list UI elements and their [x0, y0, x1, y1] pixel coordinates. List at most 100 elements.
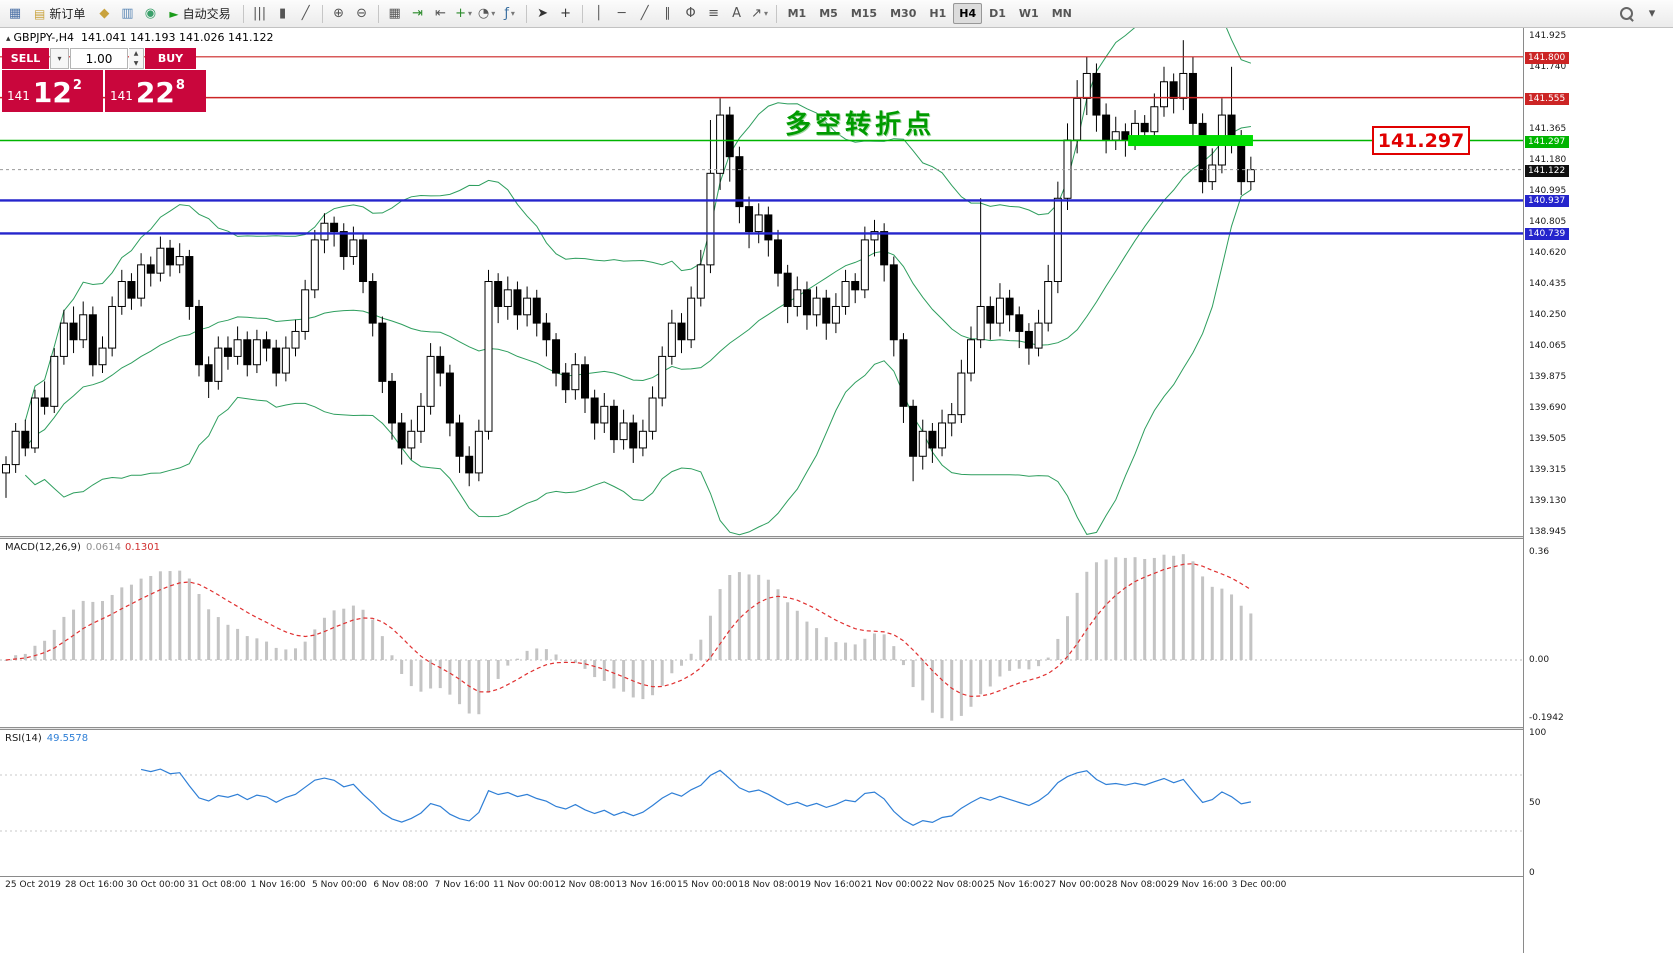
- sell-button[interactable]: SELL: [2, 48, 49, 69]
- candlestick-chart-icon[interactable]: ▮: [279, 6, 287, 21]
- price-tick: 139.875: [1529, 372, 1567, 383]
- strategy-tester-icon[interactable]: ◉: [144, 6, 157, 21]
- symbol-chart-icon: ▴: [6, 34, 11, 44]
- timeframe-w1-button[interactable]: W1: [1018, 7, 1039, 20]
- new-chart-icon[interactable]: + ▾: [455, 6, 473, 21]
- sell-price-prefix: 141: [7, 89, 30, 103]
- horizontal-line-icon[interactable]: ─: [617, 6, 626, 21]
- line-chart-icon[interactable]: ╱: [301, 6, 310, 21]
- time-tick: 13 Nov 16:00: [615, 880, 677, 890]
- new-order-button[interactable]: ▤ 新订单: [34, 6, 86, 22]
- time-tick: 7 Nov 16:00: [434, 880, 490, 890]
- price-axis[interactable]: 141.925 141.740 141.555 141.365 141.180 140.9…: [1523, 28, 1673, 953]
- market-watch-icon[interactable]: ◆: [99, 6, 110, 21]
- time-tick: 29 Nov 16:00: [1167, 880, 1229, 890]
- sell-price-pipette: 2: [72, 78, 82, 93]
- cursor-icon[interactable]: ➤: [537, 6, 549, 21]
- rsi-panel-separator[interactable]: [0, 727, 1673, 730]
- zoom-in-icon[interactable]: ⊕: [333, 6, 345, 21]
- price-tick: 139.690: [1529, 403, 1567, 413]
- buy-price-prefix: 141: [110, 89, 133, 103]
- autotrading-icon: ►: [169, 6, 179, 21]
- buy-button[interactable]: BUY: [145, 48, 196, 69]
- time-tick: 25 Nov 16:00: [983, 880, 1045, 890]
- time-tick: 28 Oct 16:00: [64, 880, 124, 890]
- vertical-line-icon[interactable]: │: [594, 6, 603, 21]
- toolbar-separator: [321, 4, 323, 23]
- crosshair-icon[interactable]: +: [560, 6, 572, 21]
- auto-scroll-icon[interactable]: ⇥: [412, 6, 424, 21]
- symbol-ohlc-values: 141.041 141.193 141.026 141.122: [81, 31, 274, 44]
- timeframe-h1-button[interactable]: H1: [929, 7, 947, 20]
- volume-stepper[interactable]: ▲ ▼: [129, 48, 144, 69]
- time-tick: 15 Nov 00:00: [676, 880, 738, 890]
- fibonacci-icon[interactable]: Φ: [685, 6, 696, 21]
- volume-input[interactable]: [70, 48, 128, 69]
- toolbar-overflow-icon[interactable]: ▾: [1648, 6, 1656, 21]
- macd-tick: -0.1942: [1529, 713, 1564, 724]
- channel-icon[interactable]: ∥: [664, 6, 671, 21]
- toolbar-separator: [775, 4, 777, 23]
- symbol-info: ▴ GBPJPY-,H4 141.041 141.193 141.026 141.1…: [6, 31, 273, 44]
- new-order-icon: ▤: [34, 6, 46, 21]
- price-tick: 141.740: [1529, 61, 1567, 72]
- arrow-tools-caret-icon: ▾: [764, 8, 769, 18]
- chart-window-icon[interactable]: ▦: [8, 6, 22, 21]
- timeframe-m30-button[interactable]: M30: [890, 7, 917, 20]
- arrow-tools-icon[interactable]: ↗ ▾: [751, 6, 769, 21]
- chart-shift-icon[interactable]: ⇤: [435, 6, 447, 21]
- price-tick: 140.995: [1529, 185, 1567, 196]
- price-tag: 141.297: [1525, 135, 1570, 148]
- bar-chart-icon[interactable]: |||: [253, 6, 267, 21]
- price-tick: 141.925: [1529, 31, 1567, 41]
- sell-price-display[interactable]: 141 12 2: [2, 70, 103, 112]
- price-tick: 141.180: [1529, 155, 1567, 165]
- macd-name: MACD(12,26,9): [5, 542, 81, 553]
- main-toolbar: ▦ ▤ 新订单 ◆ ▥ ◉ ► 自动交易 ||| ▮ ╱ ⊕ ⊖ ▦ ⇥ ⇤ + ▾ ◔ ▾ ƒ ▾ ➤ + │ ─ ╱ ∥ Φ ≡ A ↗ ▾…: [0, 0, 1673, 28]
- sell-options-caret-icon[interactable]: ▾: [50, 48, 69, 69]
- toolbar-separator: [377, 4, 379, 23]
- timeframe-h4-button[interactable]: H4: [953, 3, 983, 24]
- macd-tick: 0.00: [1529, 655, 1550, 665]
- text-icon[interactable]: A: [732, 6, 742, 21]
- buy-price-display[interactable]: 141 22 8: [105, 70, 206, 112]
- trendline-icon[interactable]: ╱: [640, 6, 649, 21]
- one-click-trading-panel: SELL ▾ ▲ ▼ BUY 141 12 2 141 22 8: [2, 48, 206, 112]
- tile-windows-icon[interactable]: ▦: [388, 6, 401, 21]
- price-callout-box: 141.297: [1372, 126, 1470, 155]
- rsi-tick: 0: [1529, 868, 1535, 878]
- autotrading-button[interactable]: ► 自动交易: [169, 6, 231, 22]
- chart-plot[interactable]: [0, 0, 1523, 953]
- turning-point-annotation: 多空转折点: [785, 110, 936, 140]
- time-axis[interactable]: 25 Oct 2019 28 Oct 16:00 30 Oct 00:00 31 Oc…: [0, 876, 1523, 897]
- volume-up-icon[interactable]: ▲: [133, 50, 139, 58]
- zoom-out-icon[interactable]: ⊖: [356, 6, 368, 21]
- price-tick: 139.505: [1529, 433, 1567, 444]
- time-tick: 19 Nov 16:00: [799, 880, 861, 890]
- time-tick: 5 Nov 00:00: [312, 880, 367, 890]
- timeframe-m1-button[interactable]: M1: [787, 7, 807, 20]
- timeframe-mn-button[interactable]: MN: [1051, 7, 1072, 20]
- profiles-icon[interactable]: ◔ ▾: [477, 6, 496, 21]
- rsi-tick: 50: [1529, 798, 1541, 808]
- profiles-caret-icon: ▾: [491, 8, 496, 18]
- search-icon[interactable]: [1615, 3, 1637, 25]
- timeframe-d1-button[interactable]: D1: [989, 7, 1006, 20]
- toolbar-right-group: ▾: [1615, 3, 1669, 25]
- time-tick: 6 Nov 08:00: [373, 880, 429, 890]
- macd-panel-separator[interactable]: [0, 536, 1673, 539]
- shapes-icon[interactable]: ≡: [708, 6, 720, 21]
- volume-down-icon[interactable]: ▼: [133, 59, 139, 67]
- data-window-icon[interactable]: ▥: [121, 6, 134, 21]
- time-tick: 3 Dec 00:00: [1231, 880, 1287, 890]
- timeframe-m15-button[interactable]: M15: [850, 7, 878, 20]
- toolbar-separator: [242, 4, 244, 23]
- price-tick: 140.065: [1529, 340, 1567, 351]
- price-tick: 140.435: [1529, 279, 1567, 289]
- price-tick: 141.365: [1529, 124, 1567, 135]
- indicators-icon[interactable]: ƒ ▾: [504, 6, 515, 21]
- new-chart-caret-icon: ▾: [468, 8, 473, 18]
- time-tick: 1 Nov 16:00: [250, 880, 306, 890]
- timeframe-m5-button[interactable]: M5: [819, 7, 838, 20]
